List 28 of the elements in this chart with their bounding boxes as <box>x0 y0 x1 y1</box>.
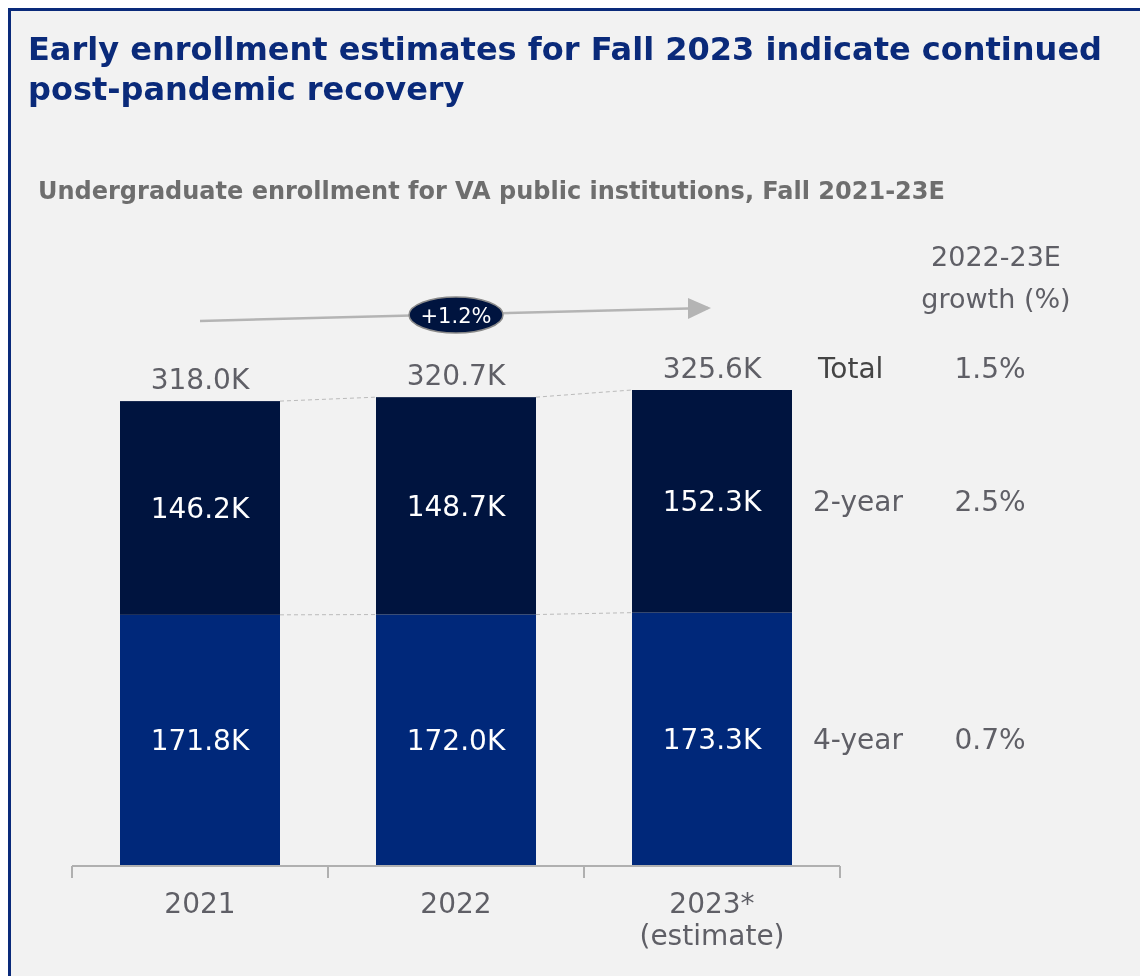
text: 2.5% <box>954 485 1026 519</box>
text: +1.2% <box>420 304 492 328</box>
text: 0.7% <box>954 723 1026 757</box>
series-label: 2-year <box>813 485 904 519</box>
x-tick-label: 2021 <box>164 887 236 920</box>
data-label: 171.8K <box>150 724 250 758</box>
text: 1.5% <box>954 352 1026 385</box>
total-label: 318.0K <box>150 363 250 397</box>
bar <box>376 614 536 866</box>
text: 2022-23E growth (%) <box>921 241 1071 314</box>
data-label: 172.0K <box>406 724 506 758</box>
total-label: 320.7K <box>406 359 506 393</box>
bar <box>120 614 280 866</box>
x-tick-label: 2023* (estimate) <box>639 887 785 952</box>
bar <box>376 397 536 615</box>
text: Total <box>817 352 884 385</box>
bar <box>632 390 792 613</box>
data-label: 173.3K <box>662 723 762 757</box>
data-label: 152.3K <box>662 485 762 519</box>
total-label: 325.6K <box>662 352 762 385</box>
chart-title: Early enrollment estimates for Fall 2023 indicate continued post-pandemic recovery <box>28 30 1102 108</box>
series-label: 4-year <box>813 723 904 757</box>
data-label: 146.2K <box>150 491 250 525</box>
bar <box>632 612 792 866</box>
chart-subtitle: Undergraduate enrollment for VA public institutions, Fall 2021-23E <box>38 177 945 205</box>
bar <box>120 401 280 615</box>
x-tick-label: 2022 <box>420 887 492 920</box>
data-label: 148.7K <box>406 489 506 523</box>
